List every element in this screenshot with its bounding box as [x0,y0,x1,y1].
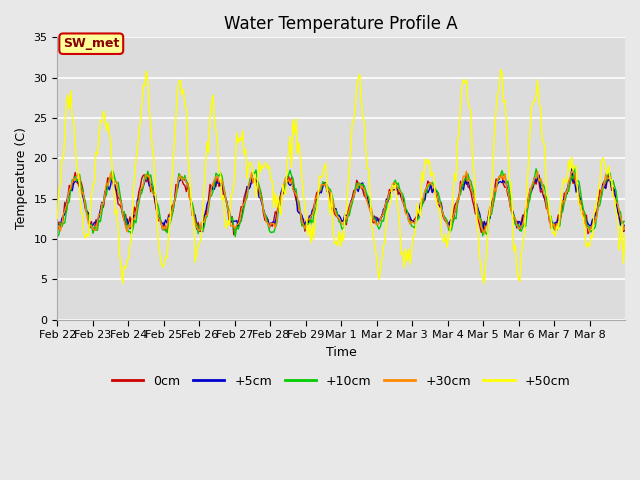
Line: 0cm: 0cm [58,172,625,235]
+50cm [347,143,355,149]
Y-axis label: Temperature (C): Temperature (C) [15,128,28,229]
Title: Water Temperature Profile A: Water Temperature Profile A [225,15,458,33]
+30cm [545,216,553,221]
X-axis label: Time: Time [326,346,356,359]
+10cm [618,224,626,230]
0cm [545,218,553,224]
+30cm [458,180,466,185]
+5cm [91,219,99,225]
+5cm [73,177,81,182]
+10cm [543,195,550,201]
Line: +10cm: +10cm [58,167,625,237]
+30cm [54,224,61,230]
+50cm [460,77,467,83]
Text: SW_met: SW_met [63,37,120,50]
0cm [92,217,100,223]
+5cm [568,166,575,172]
+10cm [571,164,579,170]
+50cm [620,260,627,266]
+5cm [54,223,61,229]
+30cm [621,224,629,229]
0cm [54,228,61,234]
Line: +50cm: +50cm [58,70,625,284]
+5cm [620,228,627,233]
+5cm [347,199,355,204]
+10cm [54,234,61,240]
+50cm [119,281,127,287]
+30cm [481,231,488,237]
+5cm [621,222,629,228]
0cm [71,169,79,175]
+5cm [460,187,467,193]
Line: +30cm: +30cm [58,171,625,234]
+30cm [346,207,353,213]
+5cm [544,206,552,212]
+5cm [199,229,207,235]
0cm [74,181,82,187]
+10cm [458,185,466,191]
Legend: 0cm, +5cm, +10cm, +30cm, +50cm: 0cm, +5cm, +10cm, +30cm, +50cm [107,370,575,393]
+30cm [91,227,99,233]
+10cm [91,224,99,229]
0cm [620,228,627,234]
+10cm [621,218,629,224]
+30cm [463,168,470,174]
0cm [230,232,237,238]
+50cm [73,165,81,170]
+30cm [620,227,627,233]
+50cm [545,210,553,216]
0cm [621,228,629,233]
+10cm [73,178,81,184]
+50cm [91,180,99,186]
Line: +5cm: +5cm [58,169,625,232]
0cm [348,194,356,200]
+10cm [346,213,353,218]
+30cm [73,173,81,179]
+50cm [621,232,629,238]
+50cm [497,67,504,72]
0cm [461,179,468,184]
+50cm [54,216,61,221]
